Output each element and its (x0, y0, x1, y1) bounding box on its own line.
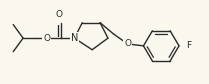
Text: F: F (186, 41, 191, 50)
Text: O: O (43, 34, 50, 43)
Text: O: O (124, 39, 131, 48)
Text: O: O (56, 10, 63, 19)
Text: N: N (71, 33, 78, 43)
